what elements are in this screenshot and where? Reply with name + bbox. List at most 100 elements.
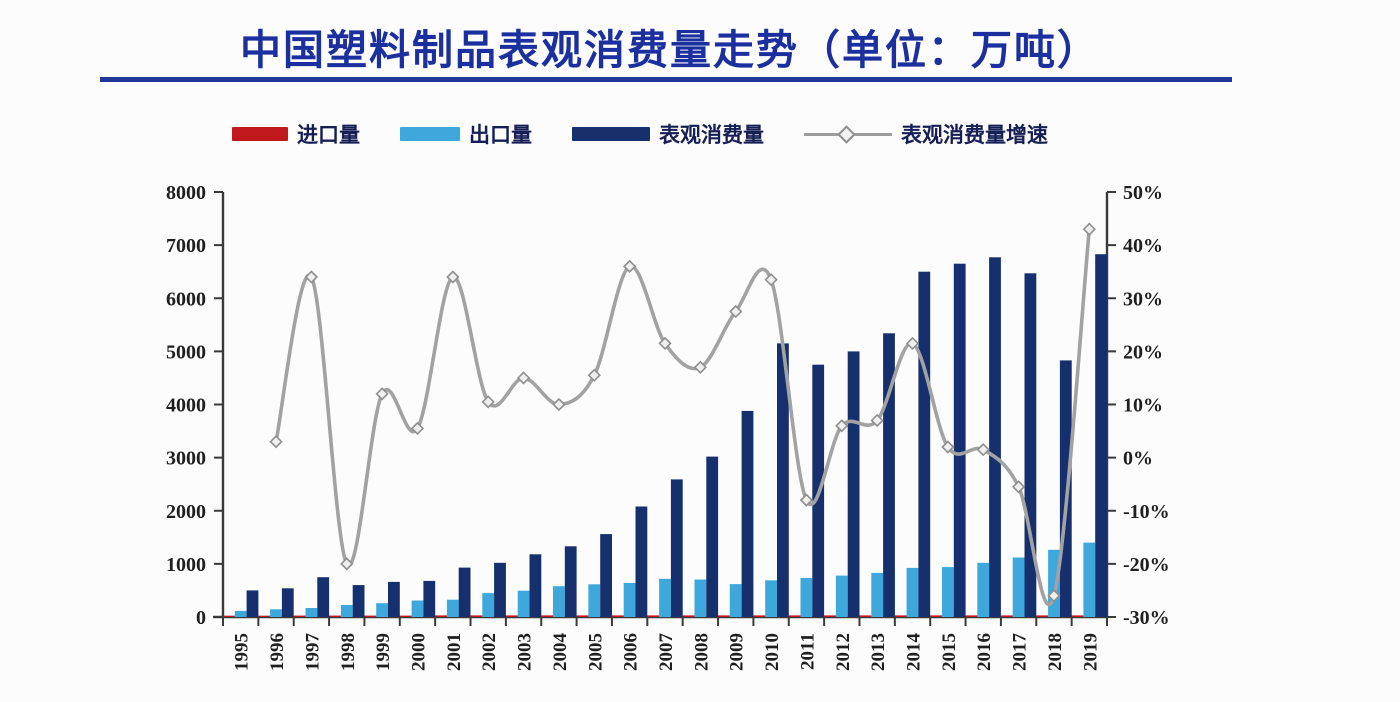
bar-series-0	[223, 615, 1084, 617]
bar	[352, 585, 365, 617]
bar	[906, 567, 919, 617]
right-axis-tick-label: -10%	[1123, 501, 1170, 523]
bar	[588, 584, 601, 617]
x-axis-year-label: 2016	[974, 633, 995, 671]
x-axis-year-label: 2017	[1010, 633, 1031, 672]
diamond-marker	[446, 270, 460, 284]
bar	[918, 271, 931, 617]
diamond-marker	[1082, 222, 1096, 236]
diamond-marker	[516, 371, 531, 385]
bar	[1000, 615, 1013, 617]
bars-group	[223, 254, 1107, 618]
bar	[329, 615, 341, 617]
growth-line-markers	[269, 222, 1096, 603]
bar	[1071, 615, 1084, 617]
diamond-marker	[941, 440, 955, 454]
x-axis-year-label: 2008	[691, 633, 712, 671]
import-swatch-icon	[232, 127, 288, 141]
bar	[800, 578, 813, 617]
bar	[517, 590, 530, 617]
bar	[1024, 273, 1037, 617]
right-axis-tick-label: 40%	[1123, 235, 1163, 257]
bar	[859, 615, 872, 617]
x-axis-year-label: 2000	[408, 633, 429, 671]
left-axis-tick-label: 7000	[166, 235, 206, 257]
diamond-marker	[587, 368, 601, 382]
bar	[647, 615, 660, 617]
right-axis-tick-label: 50%	[1123, 182, 1163, 204]
diamond-marker	[340, 557, 354, 571]
title-underline-rule	[100, 77, 1232, 82]
x-axis-year-label: 2015	[939, 633, 960, 671]
diamond-marker	[976, 443, 990, 457]
bar	[411, 600, 424, 617]
legend-label-growth: 表观消费量增速	[901, 123, 1048, 147]
bar	[894, 615, 907, 617]
growth-line-sample-icon	[804, 125, 892, 144]
x-axis-year-label: 2012	[833, 633, 854, 671]
x-axis-year-label: 2009	[727, 633, 748, 671]
bar	[564, 546, 577, 617]
bar	[446, 599, 459, 617]
bar	[706, 456, 719, 617]
bar	[788, 615, 801, 617]
bar	[682, 615, 695, 617]
legend-label-export: 出口量	[469, 123, 532, 147]
bar	[989, 257, 1001, 617]
right-axis-tick-label: 0%	[1123, 448, 1153, 470]
bar	[883, 333, 895, 617]
left-axis-tick-label: 8000	[166, 182, 206, 204]
bar	[458, 567, 471, 617]
bar	[529, 554, 542, 617]
diamond-marker	[304, 270, 319, 284]
bar	[258, 615, 271, 617]
bar	[576, 615, 589, 617]
diamond-marker	[410, 421, 425, 436]
bar	[659, 578, 671, 618]
bar	[364, 615, 377, 617]
diamond-marker	[658, 336, 672, 351]
bar	[223, 615, 235, 617]
bar	[824, 615, 836, 617]
bar	[942, 567, 954, 617]
right-axis-tick-label: -30%	[1123, 607, 1170, 629]
bar	[600, 534, 612, 617]
bar	[635, 506, 648, 617]
consumption-swatch-icon	[572, 127, 650, 141]
chart-title: 中国塑料制品表观消费量走势（单位：万吨）	[240, 27, 1100, 73]
bar	[270, 609, 282, 617]
bar	[1048, 549, 1060, 617]
bar	[293, 615, 306, 617]
bar	[777, 343, 789, 617]
right-axis-tick-label: 30%	[1123, 288, 1163, 310]
left-axis-tick-label: 3000	[166, 448, 206, 470]
bar	[541, 615, 553, 617]
diamond-marker	[1011, 480, 1026, 494]
x-axis-year-label: 2001	[444, 633, 465, 671]
bar	[765, 580, 777, 617]
x-axis-year-label: 2004	[550, 633, 571, 672]
x-axis-year-label: 2003	[515, 633, 536, 671]
bar	[953, 263, 966, 617]
diamond-marker	[764, 273, 778, 287]
legend-item-consumption: 表观消费量	[572, 119, 764, 149]
x-axis-year-label: 2013	[868, 633, 889, 671]
bar	[835, 575, 848, 617]
left-axis-tick-label: 0	[196, 607, 206, 629]
export-swatch-icon	[400, 127, 460, 141]
diamond-marker	[870, 413, 884, 428]
right-axis-tick-label: 10%	[1123, 395, 1163, 417]
legend-item-export: 出口量	[400, 119, 532, 149]
axis-labels: 0 1000 2000 3000 4000 5000 6000 7000 8000 -30% -20…	[166, 182, 1170, 671]
bar	[1059, 360, 1072, 617]
bar	[930, 615, 942, 617]
bar	[1083, 542, 1096, 617]
legend-item-growth: 表观消费量增速	[804, 119, 1048, 149]
left-axis-tick-label: 6000	[166, 288, 206, 310]
bar	[482, 593, 495, 617]
bar	[505, 615, 518, 617]
diamond-marker	[481, 395, 495, 409]
legend-item-import: 进口量	[232, 119, 360, 149]
chart-legend: 进口量 出口量 表观消费量 表观消费量增速	[232, 121, 1048, 147]
